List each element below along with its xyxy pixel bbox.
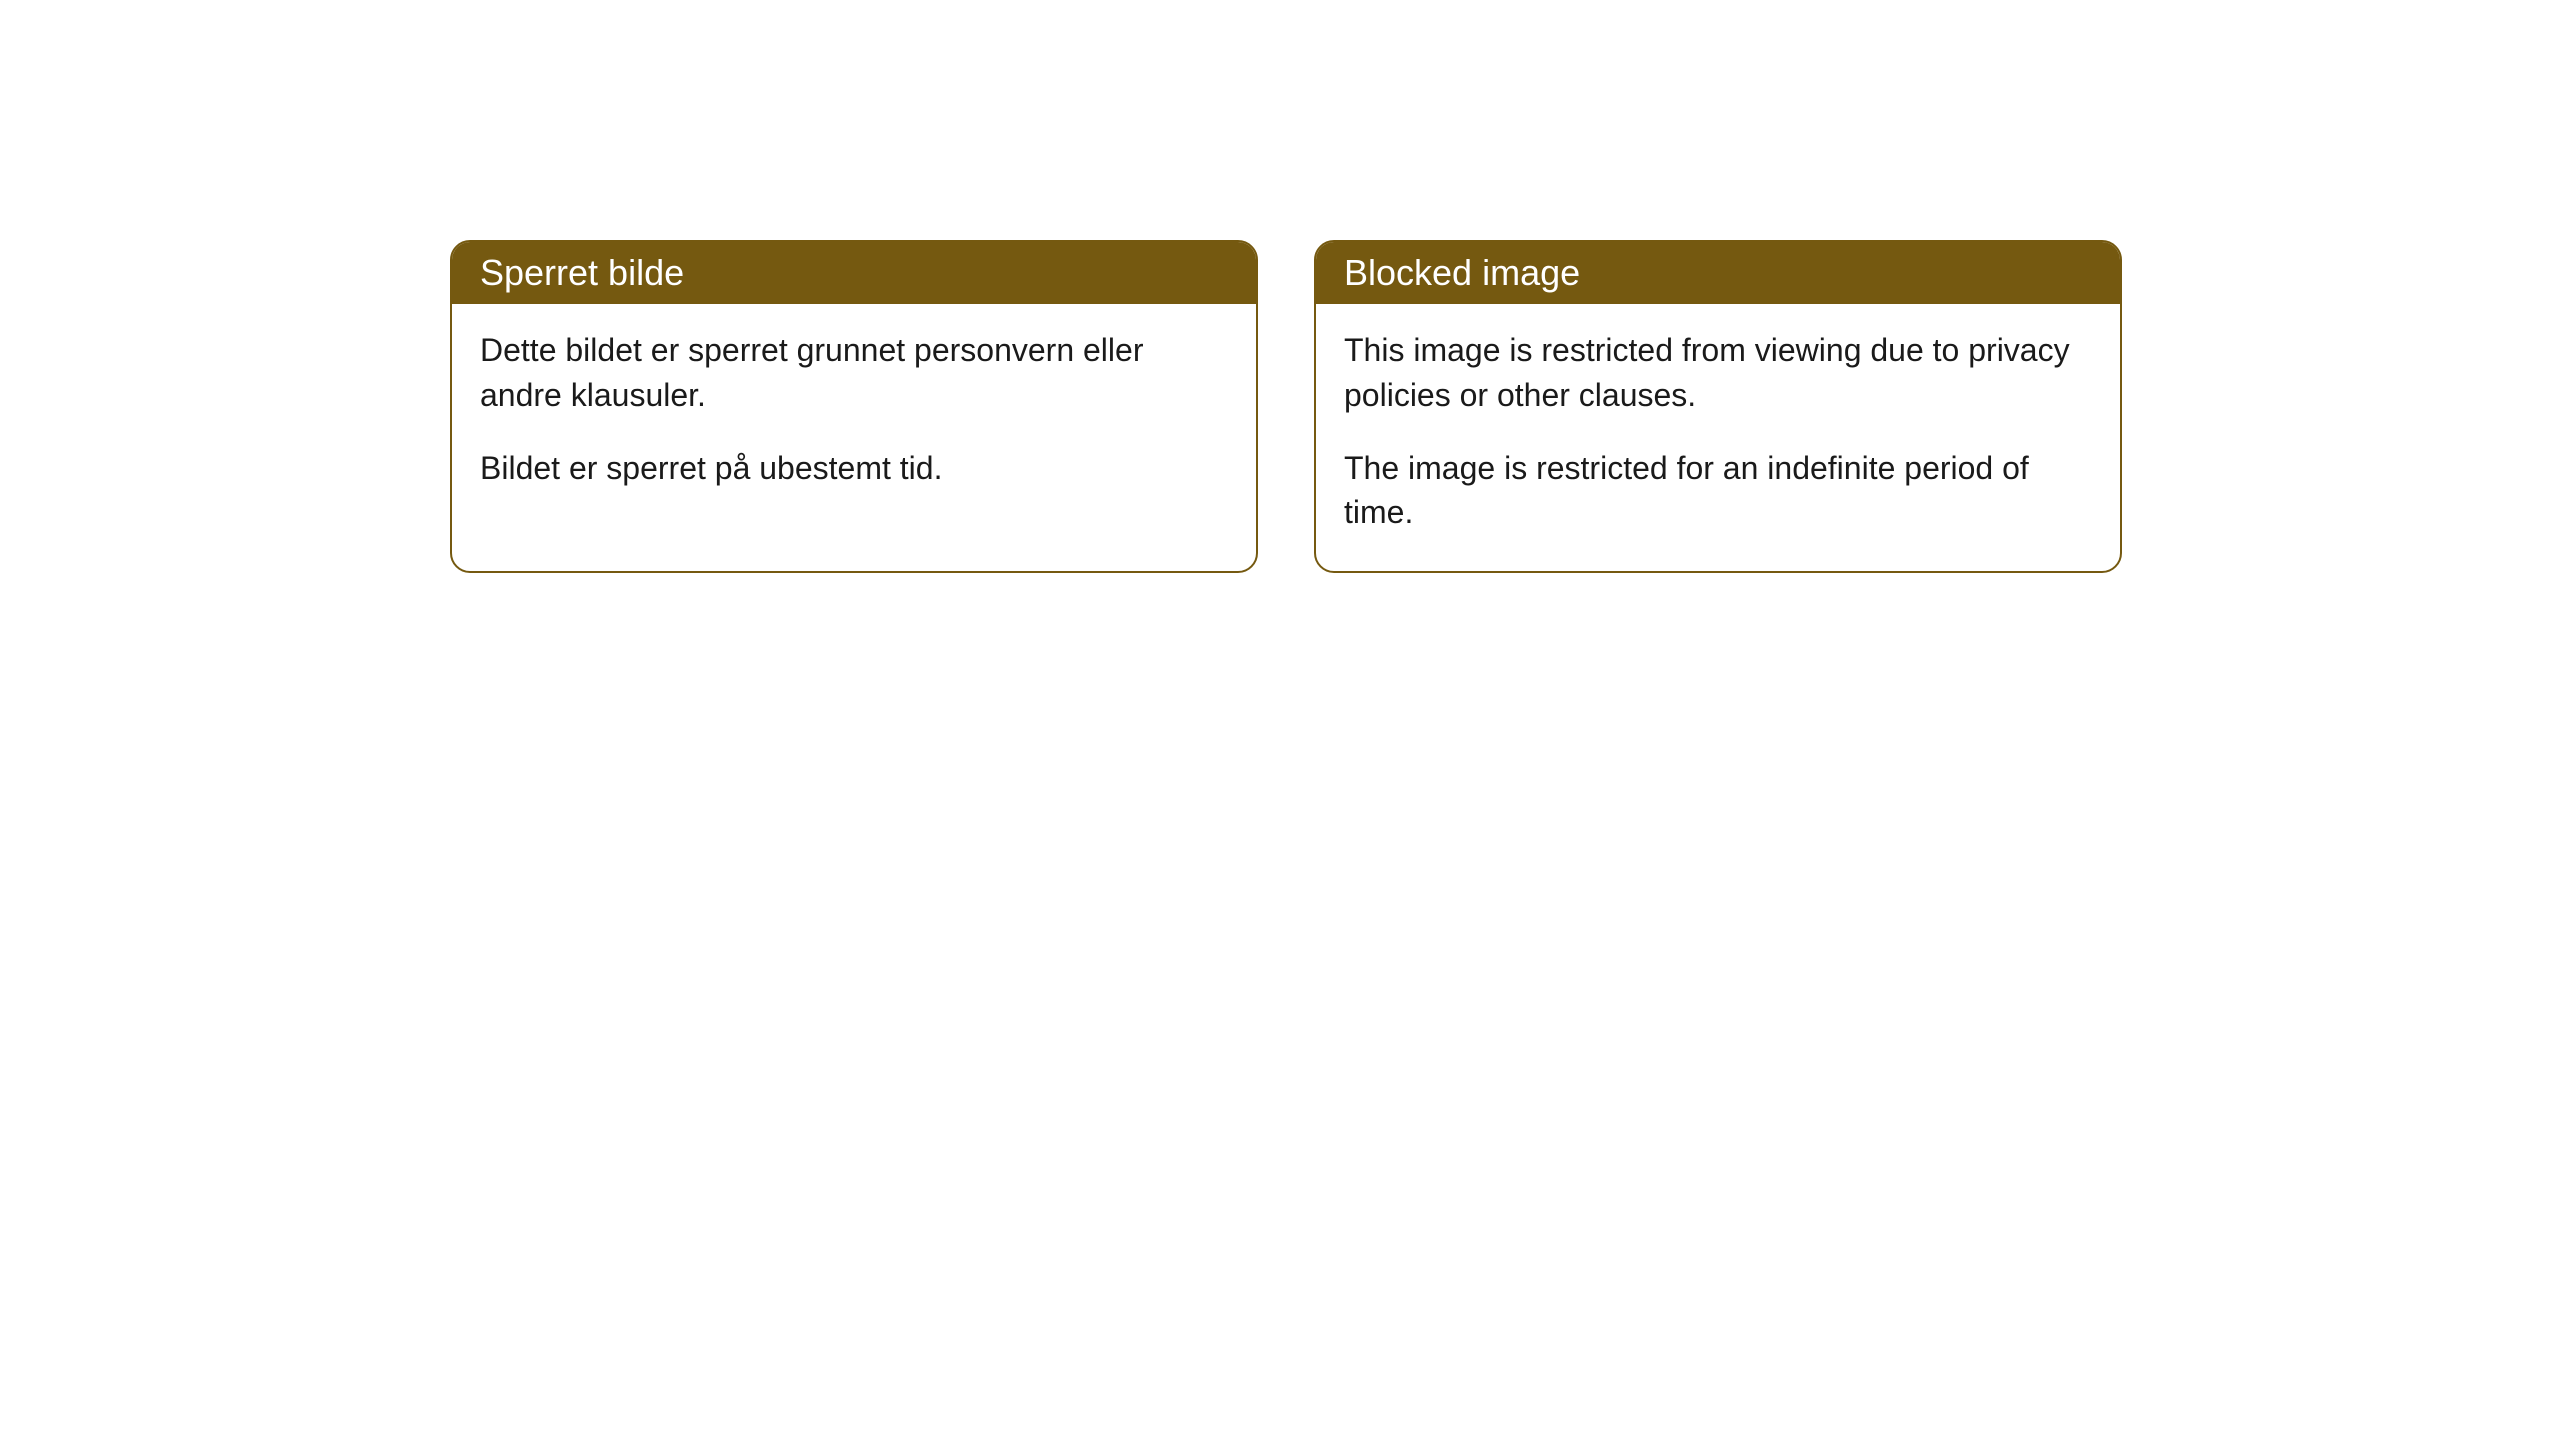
notice-paragraph-1: Dette bildet er sperret grunnet personve… — [480, 328, 1228, 418]
notice-body-norwegian: Dette bildet er sperret grunnet personve… — [452, 304, 1256, 526]
notice-paragraph-2: The image is restricted for an indefinit… — [1344, 446, 2092, 536]
notice-paragraph-2: Bildet er sperret på ubestemt tid. — [480, 446, 1228, 491]
notice-header-norwegian: Sperret bilde — [452, 242, 1256, 304]
notice-body-english: This image is restricted from viewing du… — [1316, 304, 2120, 571]
notice-paragraph-1: This image is restricted from viewing du… — [1344, 328, 2092, 418]
notices-container: Sperret bilde Dette bildet er sperret gr… — [450, 240, 2122, 573]
notice-header-english: Blocked image — [1316, 242, 2120, 304]
notice-card-english: Blocked image This image is restricted f… — [1314, 240, 2122, 573]
notice-card-norwegian: Sperret bilde Dette bildet er sperret gr… — [450, 240, 1258, 573]
